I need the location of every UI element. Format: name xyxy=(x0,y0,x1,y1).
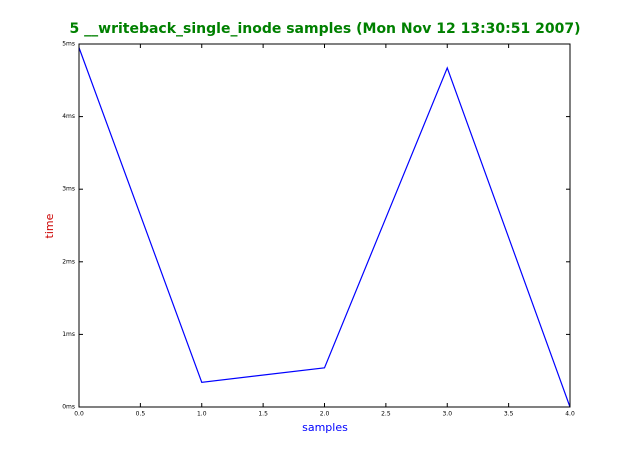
y-tick-label: 2ms xyxy=(62,258,75,265)
y-tick-label: 1ms xyxy=(62,331,75,338)
x-tick-label: 0.5 xyxy=(136,411,146,418)
y-tick-label: 5ms xyxy=(62,41,75,48)
y-axis-label: time xyxy=(43,213,56,238)
x-axis-label: samples xyxy=(302,421,348,434)
y-tick-label: 0ms xyxy=(62,404,75,411)
x-tick-label: 1.5 xyxy=(258,411,268,418)
y-tick-label: 4ms xyxy=(62,113,75,120)
x-tick-label: 4.0 xyxy=(565,411,575,418)
x-tick-label: 3.0 xyxy=(442,411,452,418)
data-line xyxy=(78,47,571,408)
x-tick-label: 3.5 xyxy=(504,411,514,418)
y-tick-label: 3ms xyxy=(62,186,75,193)
x-tick-label: 1.0 xyxy=(197,411,207,418)
chart-title: 5 __writeback_single_inode samples (Mon … xyxy=(70,21,581,37)
plot-frame xyxy=(78,43,571,408)
x-tick-label: 0.0 xyxy=(74,411,84,418)
x-tick-label: 2.5 xyxy=(381,411,391,418)
x-tick-label: 2.0 xyxy=(320,411,330,418)
